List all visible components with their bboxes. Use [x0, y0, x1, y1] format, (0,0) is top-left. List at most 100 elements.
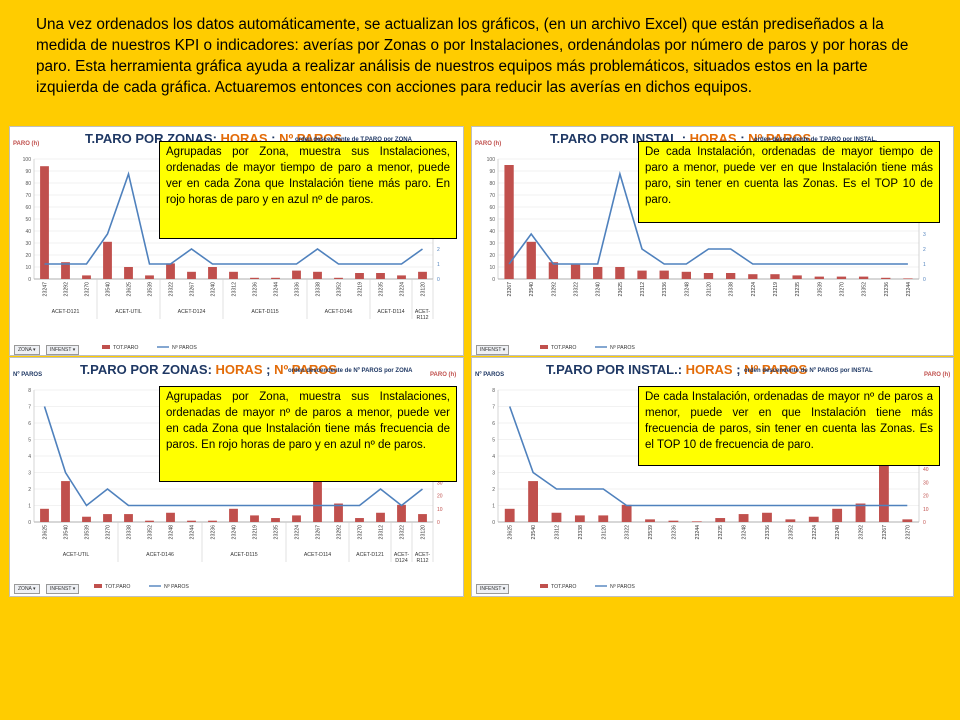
legend-bar-label: TOT.PARO — [105, 584, 130, 590]
category-label: 23540 — [106, 282, 112, 297]
filter-button[interactable]: INFENST ▾ — [46, 584, 80, 594]
filter-button[interactable]: ZONA ▾ — [14, 345, 40, 355]
left-tick-label: 1 — [28, 504, 31, 510]
bar-tot-paro — [145, 520, 154, 522]
category-label: 23270 — [358, 525, 364, 540]
bar-tot-paro — [229, 508, 238, 522]
chart-title-part: ; — [736, 131, 749, 146]
category-label: 23352 — [337, 282, 343, 297]
bar-tot-paro — [855, 503, 866, 522]
category-label: 23235 — [379, 282, 385, 297]
category-label: 23539 — [85, 525, 91, 540]
group-label: ACET-R112 — [415, 552, 431, 564]
left-tick-label: 80 — [25, 181, 31, 187]
left-tick-label: 60 — [489, 205, 495, 211]
chart-panel-instal-paros: T.PARO POR INSTAL.: HORAS ; Nº PAROS orde… — [471, 357, 954, 597]
category-label: 23270 — [106, 525, 112, 540]
left-tick-label: 70 — [25, 193, 31, 199]
bar-tot-paro — [703, 273, 714, 279]
bar-tot-paro — [187, 520, 196, 522]
group-label: ACET-D114 — [377, 309, 404, 315]
category-label: 23240 — [232, 525, 238, 540]
bar-tot-paro — [166, 263, 175, 279]
category-label: 23338 — [316, 282, 322, 297]
category-label: 23236 — [884, 282, 890, 297]
left-tick-label: 2 — [492, 487, 495, 493]
group-label: ACET-D121 — [52, 309, 80, 315]
chart-subtitle: orden descendente de Nº PAROS por INSTAL — [744, 368, 873, 374]
group-label: ACET-D115 — [230, 552, 257, 558]
bar-tot-paro — [814, 276, 824, 279]
right-tick-label: 40 — [923, 467, 929, 473]
category-label: 23219 — [773, 282, 779, 297]
right-axis-label: PARO (h) — [924, 372, 951, 378]
left-tick-label: 100 — [23, 157, 32, 163]
bar-tot-paro — [593, 267, 603, 279]
category-label: 23267 — [316, 525, 322, 540]
category-label: 23248 — [169, 525, 175, 540]
bar-tot-paro — [637, 270, 647, 279]
right-tick-label: 0 — [923, 520, 926, 526]
category-label: 23322 — [400, 525, 406, 540]
category-label: 23338 — [578, 525, 584, 540]
category-label: 23224 — [751, 282, 757, 297]
left-tick-label: 90 — [489, 169, 495, 175]
bar-tot-paro — [645, 519, 655, 522]
category-label: 23625 — [508, 525, 514, 540]
chart-subtitle: orden descendente de T.PARO por ZONA — [295, 137, 412, 143]
bar-tot-paro — [271, 518, 280, 522]
line-n-paros — [43, 406, 423, 507]
bar-tot-paro — [208, 520, 217, 522]
category-label: 23352 — [862, 282, 868, 297]
left-axis-label: Nº PAROS — [13, 372, 43, 378]
right-tick-label: 30 — [437, 480, 443, 486]
category-label: 23292 — [859, 525, 865, 540]
category-label: 23336 — [662, 282, 668, 297]
chart-panel-instal-horas: T.PARO POR INSTAL.: HORAS ; Nº PAROS orde… — [471, 126, 954, 356]
left-tick-label: 7 — [28, 405, 31, 411]
group-label: ACET-D124 — [394, 552, 410, 564]
category-label: 23540 — [64, 525, 70, 540]
bar-tot-paro — [836, 276, 847, 279]
category-label: 23539 — [648, 525, 654, 540]
category-label: 23235 — [274, 525, 280, 540]
bar-tot-paro — [551, 512, 562, 522]
right-tick-label: 0 — [437, 277, 440, 283]
category-label: 23270 — [85, 282, 91, 297]
category-label: 23312 — [554, 525, 560, 540]
left-tick-label: 20 — [25, 253, 31, 259]
category-label: 23625 — [127, 282, 133, 297]
bar-tot-paro — [250, 515, 259, 522]
legend-line-label: Nº PAROS — [164, 584, 189, 590]
category-label: 23240 — [211, 282, 217, 297]
left-tick-label: 0 — [28, 520, 31, 526]
category-label: 23235 — [718, 525, 724, 540]
bar-tot-paro — [668, 520, 679, 522]
bar-tot-paro — [903, 278, 913, 279]
right-tick-label: 20 — [437, 494, 443, 500]
filter-button[interactable]: INFENST ▾ — [476, 584, 510, 594]
left-tick-label: 40 — [489, 229, 495, 235]
group-label: ACET-D146 — [146, 552, 174, 558]
bar-tot-paro — [738, 514, 749, 522]
category-label: 23244 — [906, 282, 912, 297]
chart-title-part: Nº PAROS — [744, 362, 808, 377]
category-label: 23292 — [551, 282, 557, 297]
bar-tot-paro — [570, 264, 581, 279]
filter-button[interactable]: ZONA ▾ — [14, 584, 40, 594]
group-label: ACET-D124 — [178, 309, 206, 315]
legend-bar-label: TOT.PARO — [551, 345, 576, 351]
chart-title-part: HORAS — [685, 362, 733, 377]
category-label: 23312 — [379, 525, 385, 540]
filter-button[interactable]: INFENST ▾ — [476, 345, 510, 355]
left-tick-label: 2 — [28, 487, 31, 493]
chart-title-part: Nº PAROS — [274, 362, 338, 377]
right-tick-label: 0 — [923, 277, 926, 283]
bar-tot-paro — [187, 271, 196, 279]
category-label: 23322 — [169, 282, 175, 297]
bar-tot-paro — [313, 271, 322, 279]
right-tick-label: 1 — [923, 262, 926, 268]
category-label: 23236 — [253, 282, 259, 297]
bar-tot-paro — [271, 277, 280, 279]
filter-button[interactable]: INFENST ▾ — [46, 345, 80, 355]
